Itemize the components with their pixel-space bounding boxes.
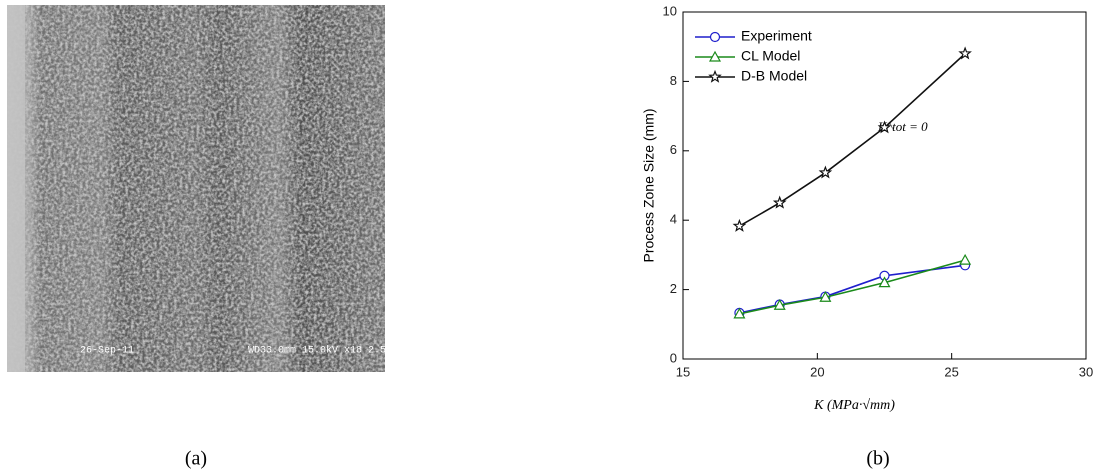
legend-label: Experiment bbox=[741, 28, 812, 44]
marker bbox=[733, 307, 746, 319]
x-tick-label: 15 bbox=[676, 364, 690, 379]
legend-marker bbox=[709, 31, 721, 43]
marker bbox=[878, 276, 891, 288]
y-tick-label: 0 bbox=[670, 350, 677, 365]
marker bbox=[959, 253, 972, 265]
x-axis-label: K (MPa·√mm) bbox=[813, 398, 895, 413]
x-tick-label: 25 bbox=[944, 364, 958, 379]
marker bbox=[819, 290, 832, 302]
sem-texture bbox=[7, 5, 385, 372]
x-tick-label: 20 bbox=[810, 364, 824, 379]
sem-scale: 2.5mm bbox=[368, 346, 398, 357]
marker bbox=[818, 165, 833, 179]
y-tick-label: 10 bbox=[663, 3, 677, 18]
series-line bbox=[739, 264, 966, 314]
sem-date: 26-Sep-11 bbox=[80, 346, 134, 357]
marker bbox=[877, 120, 892, 134]
legend-marker bbox=[708, 50, 722, 62]
chart: 0 2 4 6 8 10 15 20 25 30 Process Zone Size (mm) K (… bbox=[641, 3, 1094, 413]
x-tick-label: 30 bbox=[1079, 364, 1093, 379]
marker bbox=[958, 46, 972, 60]
legend-label: D-B Model bbox=[741, 68, 807, 84]
legend-marker bbox=[708, 69, 722, 83]
y-tick-label: 4 bbox=[670, 212, 677, 227]
y-tick-label: 8 bbox=[670, 73, 677, 88]
legend-label: CL Model bbox=[741, 48, 800, 64]
sem-settings: WD33.0mm 15.0kV x18 bbox=[248, 345, 362, 357]
marker bbox=[773, 298, 786, 310]
y-axis-label: Process Zone Size (mm) bbox=[641, 108, 657, 262]
panel-label: (a) bbox=[185, 448, 207, 470]
micrograph: 26-Sep-11 WD33.0mm 15.0kV x18 2.5mm bbox=[7, 5, 398, 372]
edge bbox=[7, 5, 25, 372]
plot-frame bbox=[682, 11, 1087, 360]
y-tick-label: 6 bbox=[670, 142, 677, 157]
marker bbox=[732, 218, 747, 232]
y-tick-label: 2 bbox=[670, 281, 677, 296]
marker bbox=[772, 195, 787, 209]
panel-label: (b) bbox=[866, 448, 889, 470]
